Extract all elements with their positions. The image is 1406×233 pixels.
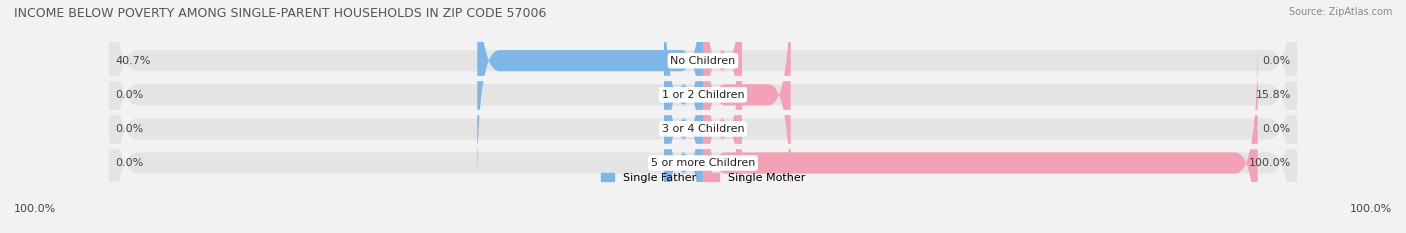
- Text: No Children: No Children: [671, 56, 735, 66]
- Text: 0.0%: 0.0%: [115, 158, 143, 168]
- Text: INCOME BELOW POVERTY AMONG SINGLE-PARENT HOUSEHOLDS IN ZIP CODE 57006: INCOME BELOW POVERTY AMONG SINGLE-PARENT…: [14, 7, 547, 20]
- Text: 0.0%: 0.0%: [115, 124, 143, 134]
- Text: 100.0%: 100.0%: [1249, 158, 1291, 168]
- Text: 15.8%: 15.8%: [1256, 90, 1291, 100]
- Legend: Single Father, Single Mother: Single Father, Single Mother: [596, 168, 810, 187]
- FancyBboxPatch shape: [477, 0, 703, 186]
- FancyBboxPatch shape: [110, 0, 1296, 233]
- Text: 0.0%: 0.0%: [1263, 56, 1291, 66]
- Text: 40.7%: 40.7%: [115, 56, 150, 66]
- Text: 0.0%: 0.0%: [115, 90, 143, 100]
- Text: 3 or 4 Children: 3 or 4 Children: [662, 124, 744, 134]
- FancyBboxPatch shape: [703, 0, 742, 186]
- Text: 100.0%: 100.0%: [1350, 204, 1392, 214]
- FancyBboxPatch shape: [110, 3, 1296, 233]
- FancyBboxPatch shape: [110, 0, 1296, 221]
- FancyBboxPatch shape: [664, 37, 703, 233]
- Text: 5 or more Children: 5 or more Children: [651, 158, 755, 168]
- FancyBboxPatch shape: [703, 37, 1257, 233]
- Text: Source: ZipAtlas.com: Source: ZipAtlas.com: [1288, 7, 1392, 17]
- Text: 0.0%: 0.0%: [1263, 124, 1291, 134]
- FancyBboxPatch shape: [664, 0, 703, 221]
- Text: 100.0%: 100.0%: [14, 204, 56, 214]
- FancyBboxPatch shape: [110, 0, 1296, 233]
- Text: 1 or 2 Children: 1 or 2 Children: [662, 90, 744, 100]
- FancyBboxPatch shape: [703, 3, 742, 233]
- FancyBboxPatch shape: [664, 3, 703, 233]
- FancyBboxPatch shape: [703, 0, 790, 221]
